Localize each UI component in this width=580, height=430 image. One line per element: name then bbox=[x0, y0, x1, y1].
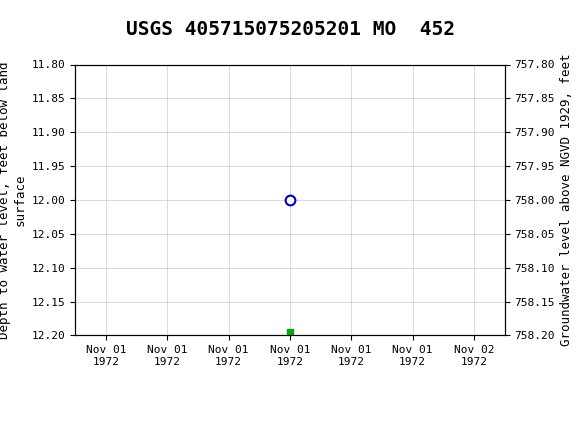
Text: USGS 405715075205201 MO  452: USGS 405715075205201 MO 452 bbox=[125, 20, 455, 39]
Text: ≡USGS: ≡USGS bbox=[12, 9, 99, 29]
Y-axis label: Groundwater level above NGVD 1929, feet: Groundwater level above NGVD 1929, feet bbox=[560, 54, 574, 346]
Y-axis label: Depth to water level, feet below land
surface: Depth to water level, feet below land su… bbox=[0, 61, 26, 339]
